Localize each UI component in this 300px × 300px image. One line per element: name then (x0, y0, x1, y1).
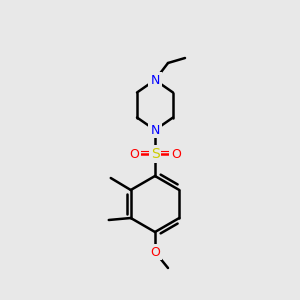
Text: O: O (150, 245, 160, 259)
Text: N: N (150, 74, 160, 86)
Text: O: O (129, 148, 139, 160)
Text: N: N (150, 124, 160, 136)
Text: S: S (151, 147, 159, 161)
Text: O: O (171, 148, 181, 160)
